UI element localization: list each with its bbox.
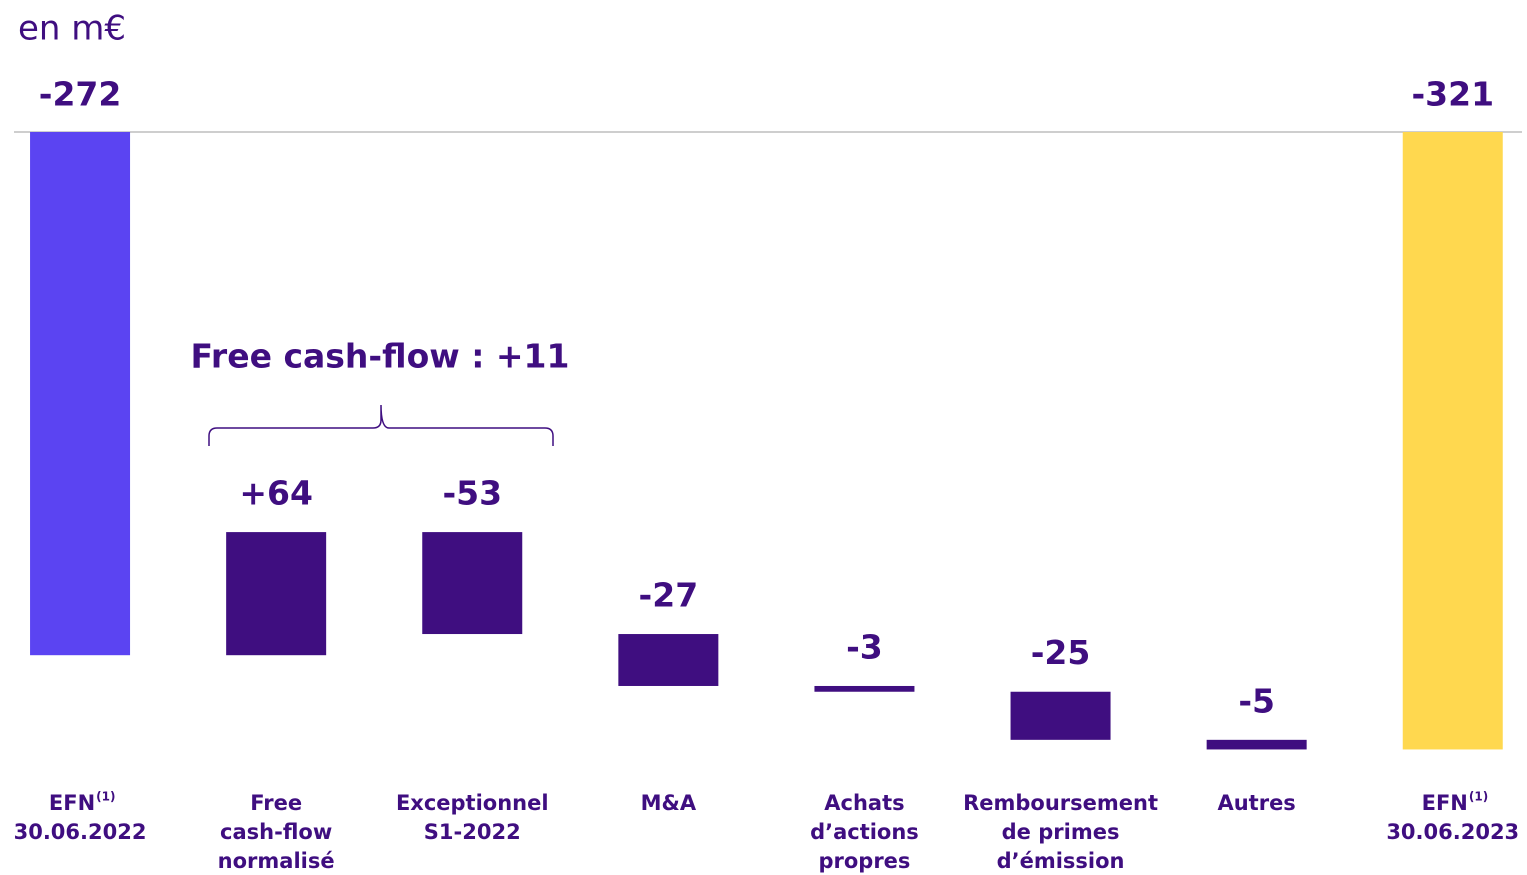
bar [422, 532, 523, 635]
x-tick-label: propres [818, 849, 910, 873]
bar [1010, 691, 1111, 740]
x-tick-label: EFN [1422, 791, 1468, 815]
bar [1402, 132, 1503, 750]
value-label: -25 [1031, 633, 1091, 672]
value-label: -27 [639, 576, 699, 615]
chart-subtitle: en m€ [18, 9, 126, 49]
x-tick-label: d’émission [997, 849, 1125, 873]
bar [1206, 739, 1307, 750]
footnote-mark: (1) [96, 790, 115, 804]
value-label: +64 [239, 474, 313, 513]
x-tick-label: Free [250, 791, 302, 815]
x-tick-label: S1-2022 [424, 820, 521, 844]
x-tick-label: EFN [49, 791, 95, 815]
x-tick-label: Autres [1217, 791, 1295, 815]
footnote-mark: (1) [1469, 790, 1488, 804]
x-tick-label: 30.06.2023 [1386, 820, 1519, 844]
x-tick-label: normalisé [218, 849, 335, 873]
x-tick-label: de primes [1002, 820, 1120, 844]
bar [226, 532, 327, 656]
value-label: -5 [1238, 681, 1275, 720]
x-tick-label: Exceptionnel [396, 791, 549, 815]
brace [208, 404, 554, 446]
value-label: -272 [39, 75, 122, 114]
x-tick-label: 30.06.2022 [14, 820, 147, 844]
bar [30, 132, 131, 656]
x-tick-label: Remboursement [963, 791, 1158, 815]
x-tick-label: cash-flow [220, 820, 332, 844]
annotation: Free cash-flow : +11 [191, 337, 570, 376]
value-label: -321 [1411, 75, 1494, 114]
x-tick-label: M&A [641, 791, 697, 815]
bar [618, 634, 719, 686]
bar [814, 685, 915, 692]
x-tick-label: d’actions [810, 820, 919, 844]
value-label: -53 [442, 474, 502, 513]
value-label: -3 [846, 627, 883, 666]
x-tick-label: Achats [824, 791, 904, 815]
